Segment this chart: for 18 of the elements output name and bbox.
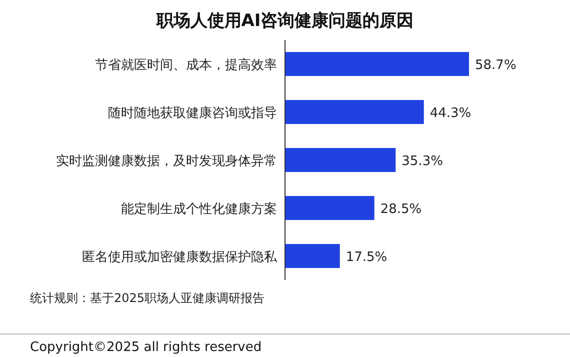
data-label: 58.7% <box>475 58 516 73</box>
y-tick-label: 匿名使用或加密健康数据保护隐私 <box>82 250 278 265</box>
y-tick-label: 随时随地获取健康咨询或指导 <box>108 106 277 121</box>
text: 统计规则：基于2025职场人亚健康调研报告 <box>30 291 265 305</box>
bar <box>285 244 340 268</box>
text: Copyright©2025 all rights reserved <box>30 340 262 355</box>
data-label: 17.5% <box>346 250 388 265</box>
data-label: 35.3% <box>402 154 443 169</box>
data-label: 28.5% <box>380 202 422 217</box>
y-tick-label: 能定制生成个性化健康方案 <box>121 201 277 217</box>
chart-title: 职场人使用AI咨询健康问题的原因 <box>155 11 414 31</box>
bar <box>285 100 424 124</box>
data-label: 44.3% <box>430 106 472 121</box>
bar <box>285 196 374 220</box>
bar <box>285 148 396 172</box>
y-tick-label: 节省就医时间、成本，提高效率 <box>95 57 277 73</box>
y-tick-label: 实时监测健康数据，及时发现身体异常 <box>56 154 277 169</box>
bar <box>285 52 469 76</box>
